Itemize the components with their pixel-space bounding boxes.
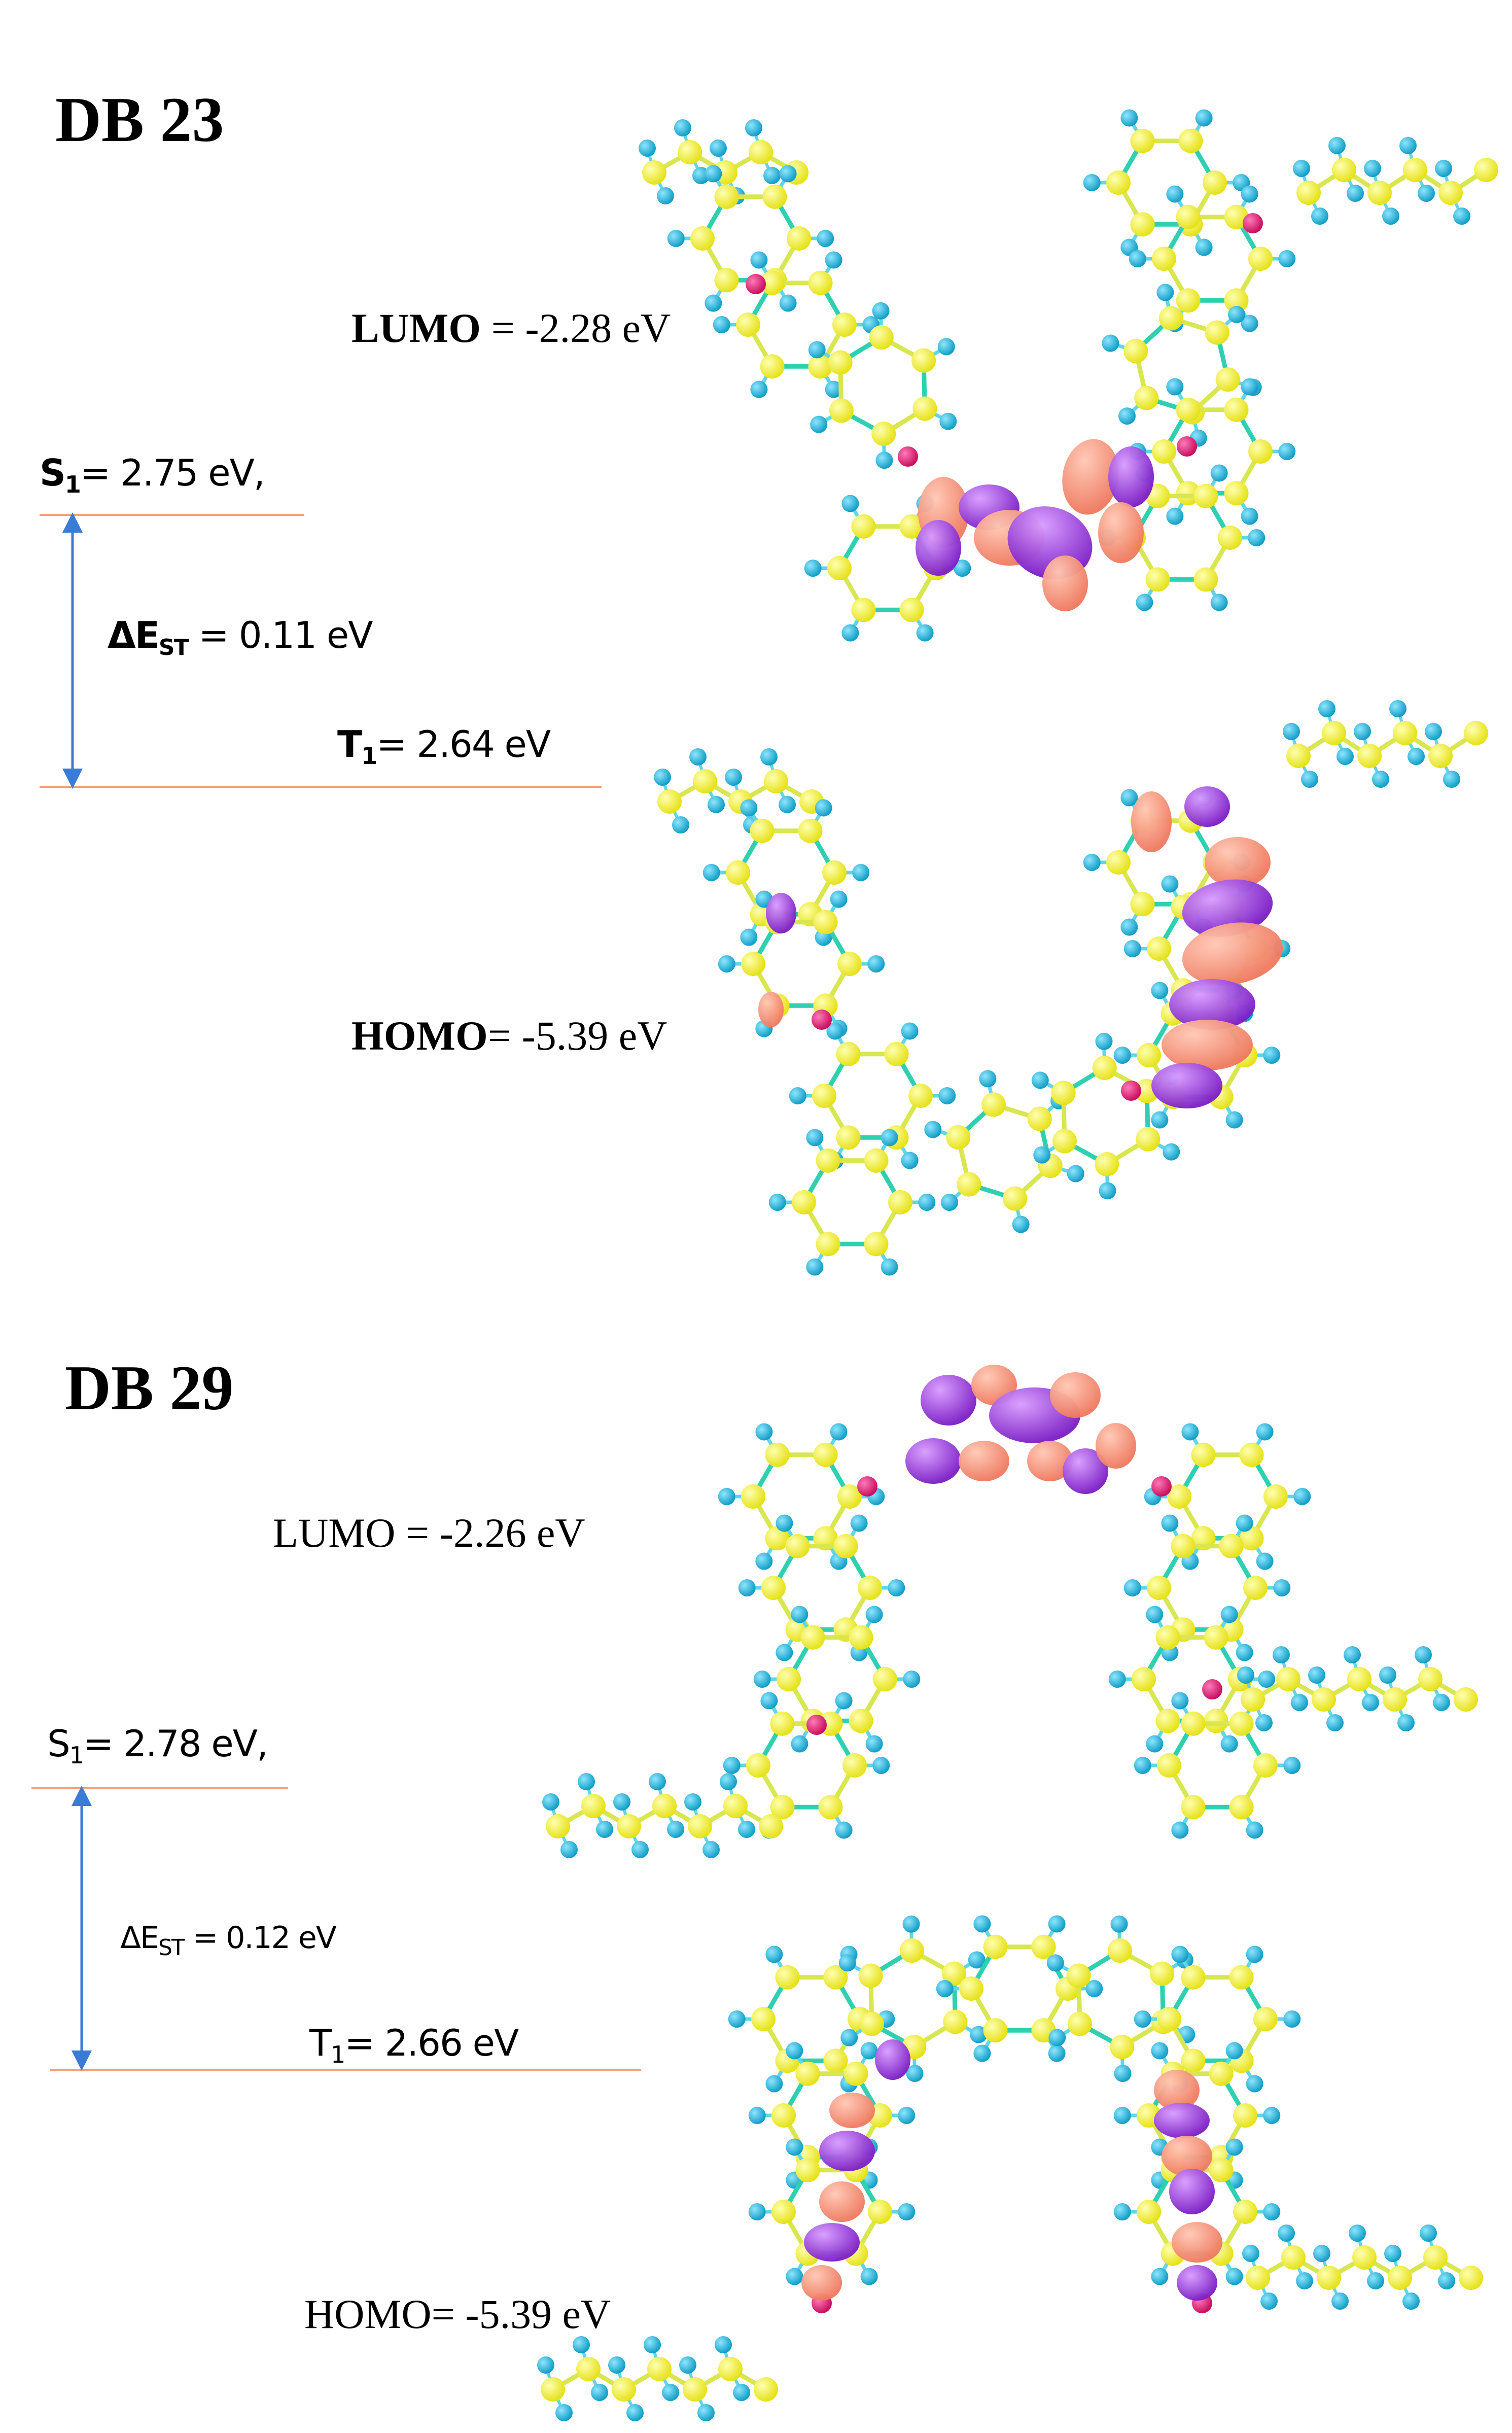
s1-value: = 2.78 eV, [83, 1722, 268, 1765]
t1-subscript: 1 [361, 742, 377, 770]
delta-est-subscript: ST [158, 1935, 185, 1961]
t1-label-db23: T1= 2.64 eV [337, 723, 551, 770]
homo-value: = -5.39 eV [431, 2291, 611, 2337]
delta-est-value: = 0.11 eV [188, 614, 373, 656]
delta-est-value: = 0.12 eV [184, 1920, 337, 1956]
s1-label-db23: S1= 2.75 eV, [40, 451, 265, 498]
t1-subscript: 1 [330, 2041, 345, 2068]
homo-label-db23: HOMO= -5.39 eV [351, 1012, 667, 1060]
delta-est-subscript: ST [158, 635, 189, 661]
homo-label-text: HOMO [351, 1013, 488, 1059]
molecule-db29-lumo [542, 1365, 1478, 1858]
molecule-db29-homo [537, 1915, 1483, 2421]
s1-subscript: 1 [64, 471, 81, 498]
t1-level-line-db23 [40, 786, 602, 788]
panel-title-db23: DB 23 [55, 85, 224, 155]
lumo-label-db23: LUMO = -2.28 eV [351, 304, 671, 352]
t1-symbol: T [337, 723, 362, 766]
delta-est-label-db29: ΔEST = 0.12 eV [120, 1920, 337, 1961]
s1-label-db29: S1= 2.78 eV, [47, 1722, 268, 1769]
s1-subscript: 1 [69, 1742, 84, 1769]
molecule-db23-homo [654, 700, 1488, 1276]
t1-symbol: T [309, 2022, 332, 2064]
panel-title-db29: DB 29 [65, 1353, 234, 1423]
molecule-db23-lumo [639, 109, 1498, 642]
delta-est-prefix: ΔE [120, 1920, 159, 1956]
lumo-label-text: LUMO [351, 305, 481, 351]
s1-level-line-db23 [40, 514, 304, 516]
homo-label-db29: HOMO= -5.39 eV [304, 2290, 611, 2338]
t1-value: = 2.66 eV [344, 2022, 519, 2064]
s1-symbol: S [40, 451, 66, 494]
delta-est-label-db23: ΔEST = 0.11 eV [108, 614, 373, 661]
delta-est-prefix: ΔE [108, 614, 160, 656]
t1-level-line-db29 [50, 2069, 641, 2071]
t1-label-db29: T1= 2.66 eV [309, 2022, 519, 2068]
s1-value: = 2.75 eV, [80, 451, 265, 494]
lumo-value: = -2.26 eV [395, 1510, 585, 1556]
lumo-value: = -2.28 eV [481, 305, 671, 351]
lumo-label-db29: LUMO = -2.26 eV [273, 1509, 585, 1557]
lumo-label-text: LUMO [273, 1510, 396, 1556]
homo-value: = -5.39 eV [487, 1013, 667, 1059]
s1-symbol: S [47, 1722, 71, 1765]
t1-value: = 2.64 eV [376, 723, 551, 766]
homo-label-text: HOMO [304, 2291, 432, 2337]
s1-level-line-db29 [31, 1787, 288, 1789]
